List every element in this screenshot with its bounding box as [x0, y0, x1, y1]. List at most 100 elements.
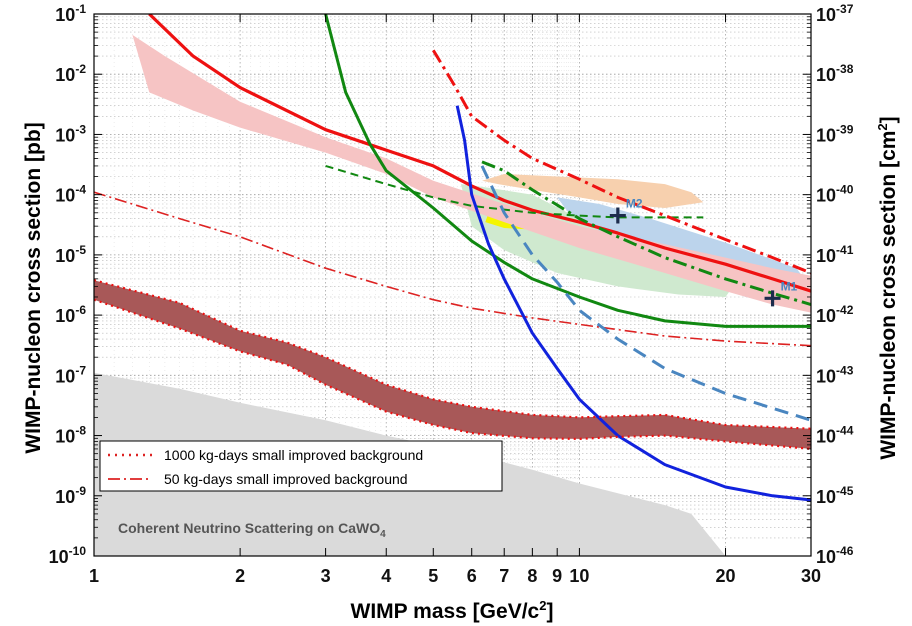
x-tick-label: 20	[716, 566, 736, 586]
x-tick-label: 10	[569, 566, 589, 586]
ticks	[93, 13, 812, 557]
y-tick-label-right-base: 10	[816, 487, 836, 507]
y-tick-label-left-base: 10	[55, 5, 75, 25]
y-tick-label-right-exp: -41	[836, 243, 854, 257]
band-1000kgd	[94, 280, 811, 449]
x-tick-label: 5	[428, 566, 438, 586]
y-tick-label-right: 10-46	[816, 544, 854, 567]
y-tick-label-right: 10-44	[816, 424, 854, 447]
y-tick-label-left-base: 10	[49, 547, 69, 567]
x-axis-title-main: WIMP mass [GeV/c	[351, 600, 540, 623]
x-tick-label: 9	[552, 566, 562, 586]
y-tick-label-right: 10-41	[816, 243, 854, 266]
y-tick-label-right: 10-45	[816, 484, 854, 507]
marker-label-m1: M1	[781, 279, 798, 293]
y-tick-label-left-exp: -10	[69, 544, 87, 558]
series-line-2	[325, 164, 704, 219]
plot-frame	[93, 13, 812, 557]
legend: 1000 kg-days small improved background 5…	[99, 440, 503, 492]
y-tick-label-left: 10-5	[55, 243, 86, 266]
y-tick-label-left: 10-7	[55, 363, 86, 386]
y-tick-label-left-exp: -5	[75, 243, 86, 257]
orange-region	[482, 174, 704, 208]
x-axis-title: WIMP mass [GeV/c2]	[351, 598, 554, 623]
legend-label-50: 50 kg-days small improved background	[164, 471, 408, 487]
y-tick-label-right-base: 10	[816, 547, 836, 567]
series-line-4	[432, 49, 811, 275]
y-tick-label-right-exp: -44	[836, 424, 854, 438]
y-tick-label-right-base: 10	[816, 65, 836, 85]
series-line-1	[324, 14, 811, 328]
x-axis-title-end: ]	[546, 600, 553, 623]
marker-label-m2: M2	[626, 197, 643, 211]
y-tick-label-right-exp: -40	[836, 183, 854, 197]
y-axis-title-right-main: WIMP-nucleon cross section [cm	[877, 131, 900, 460]
series	[94, 14, 811, 502]
y-tick-label-right-exp: -46	[836, 544, 854, 558]
y-tick-label-left-exp: -9	[75, 484, 86, 498]
y-tick-label-right: 10-38	[816, 62, 854, 85]
y-tick-label-left-base: 10	[55, 65, 75, 85]
x-tick-label: 6	[467, 566, 477, 586]
marker-m1	[764, 290, 781, 307]
y-tick-label-right: 10-42	[816, 303, 854, 326]
y-tick-label-left: 10-3	[55, 122, 86, 145]
y-tick-label-left-base: 10	[55, 125, 75, 145]
y-tick-label-left-exp: -6	[75, 303, 86, 317]
y-tick-label-right-exp: -38	[836, 62, 854, 76]
neutrino-floor-label-main: Coherent Neutrino Scattering on CaWO	[118, 520, 380, 536]
x-tick-label: 30	[801, 566, 821, 586]
neutrino-floor-label-sub: 4	[380, 529, 386, 540]
series-line-8	[94, 279, 811, 430]
y-tick-label-right-exp: -39	[836, 122, 854, 136]
neutrino-floor-label: Coherent Neutrino Scattering on CaWO4	[118, 520, 386, 540]
y-tick-label-right-base: 10	[816, 186, 836, 206]
y-tick-label-right: 10-40	[816, 183, 854, 206]
x-tick-label: 8	[527, 566, 537, 586]
y-tick-label-right-exp: -37	[836, 2, 854, 16]
x-tick-label: 2	[235, 566, 245, 586]
y-tick-label-left-base: 10	[55, 487, 75, 507]
y-tick-label-right-exp: -45	[836, 484, 854, 498]
y-tick-label-left: 10-1	[55, 2, 86, 25]
marker-m2	[609, 207, 626, 224]
x-axis-title-sup: 2	[539, 598, 546, 613]
y-tick-label-right-exp: -43	[836, 363, 854, 377]
y-axis-title-right-end: ]	[877, 116, 900, 123]
series-line-9	[94, 298, 811, 450]
y-tick-label-left-exp: -1	[75, 2, 86, 16]
y-tick-label-right: 10-37	[816, 2, 854, 25]
legend-box	[99, 440, 503, 492]
y-tick-label-left-exp: -4	[75, 183, 86, 197]
markers: M2 M1	[609, 197, 798, 307]
y-tick-label-left-exp: -3	[75, 122, 86, 136]
y-axis-title-right: WIMP-nucleon cross section [cm2]	[875, 116, 900, 459]
x-tick-label: 4	[381, 566, 391, 586]
y-tick-label-right-base: 10	[816, 5, 836, 25]
bands	[94, 34, 811, 449]
y-tick-label-left-base: 10	[55, 246, 75, 266]
legend-label-1000: 1000 kg-days small improved background	[164, 447, 423, 463]
series-line-5	[94, 191, 811, 347]
x-tick-label: 3	[321, 566, 331, 586]
y-tick-label-left-exp: -2	[75, 62, 86, 76]
y-tick-label-left: 10-4	[55, 183, 86, 206]
y-axis-title-right-sup: 2	[875, 123, 890, 130]
y-tick-label-left-base: 10	[55, 366, 75, 386]
y-tick-label-left-exp: -7	[75, 363, 86, 377]
y-tick-label-right-base: 10	[816, 246, 836, 266]
y-tick-label-right: 10-39	[816, 122, 854, 145]
y-tick-label-left-base: 10	[55, 427, 75, 447]
y-tick-label-left: 10-2	[55, 62, 86, 85]
x-tick-label: 7	[499, 566, 509, 586]
pink-band	[132, 34, 811, 313]
y-tick-label-right-exp: -42	[836, 303, 854, 317]
y-tick-label-right-base: 10	[816, 125, 836, 145]
y-tick-label-right-base: 10	[816, 366, 836, 386]
y-tick-label-left: 10-8	[55, 424, 86, 447]
y-tick-label-right-base: 10	[816, 427, 836, 447]
y-tick-label-left: 10-6	[55, 303, 86, 326]
tick-labels: 1 2 3 4 5 6 7 8 9 10 20 3010-110-210-310-410-510-61…	[49, 2, 854, 586]
y-tick-label-left-base: 10	[55, 186, 75, 206]
